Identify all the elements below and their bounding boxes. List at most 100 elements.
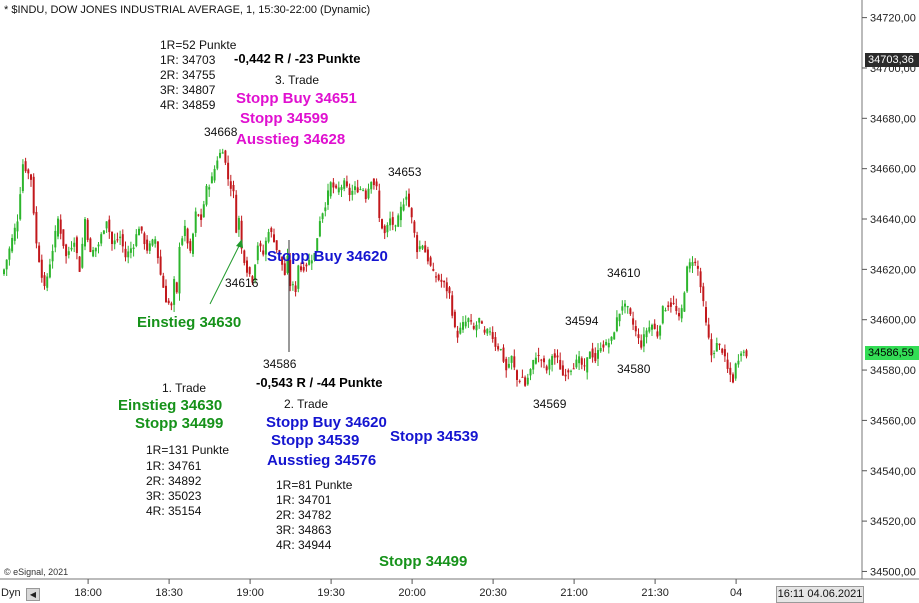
annotation-t3-result: -0,442 R / -23 Punkte [234,51,361,66]
candle [656,325,659,339]
candle [394,224,397,232]
candle [580,356,583,370]
candle [94,247,97,258]
candle [143,231,146,250]
candle-body [21,164,24,192]
price-tick-label: 34680,00 [870,113,916,125]
annotation-t3-stop: Stopp 34599 [240,110,329,127]
candle [181,235,184,247]
candle [84,216,86,251]
candle-body [46,276,49,288]
candle [570,369,572,376]
candle-body [316,238,319,252]
candle-body [54,230,57,248]
scroll-left-icon[interactable]: ◀ [26,588,40,601]
candle-body [227,162,230,180]
candle [30,173,32,187]
candle [683,291,686,312]
candle [51,244,54,269]
candle-body [305,264,308,267]
candle-body [529,368,532,376]
annotation-t1-stop: Stopp 34499 [135,415,224,432]
annotation-lvl-34594: 34594 [565,314,599,328]
candle-body [332,182,335,188]
candle-body [210,176,213,184]
candle-body [143,233,146,245]
candle [597,343,599,367]
candle-body [391,217,394,225]
annotation-t1-3r: 3R: 35023 [146,489,202,503]
annotation-lvl-34586: 34586 [263,357,297,371]
candle-body [432,268,435,271]
candle-body [127,251,130,258]
candle-body [559,359,562,370]
candle [645,327,648,344]
candle [408,188,410,208]
candle [378,183,381,223]
dyn-label: Dyn [1,587,21,599]
candle [624,299,626,314]
candle [497,343,500,352]
candle [254,263,257,284]
candle-body [270,228,273,233]
candle-body [343,180,346,189]
candle-body [543,358,545,363]
candle-body [16,221,19,232]
candle [73,237,76,253]
candle-body [686,266,689,292]
candle-body [691,262,694,266]
dyn-mode-button[interactable]: Dyn ◀ [0,585,42,603]
candle-body [588,351,591,359]
candle-body [251,276,254,283]
candle-body [94,247,97,252]
candle-body [308,259,311,265]
annotation-t2-buy: Stopp Buy 34620 [266,414,387,431]
candle-body [370,181,373,190]
candle [183,219,186,242]
candle-body [224,150,227,163]
candle-body [451,295,454,316]
candle-body [300,266,302,271]
price-tick-label: 34540,00 [870,466,916,478]
candle-body [607,342,610,348]
candle-body [289,259,292,286]
candle [397,213,400,228]
candle-body [516,370,518,380]
candle [70,241,73,252]
candle [154,236,157,248]
candle [43,271,46,290]
candle-body [397,215,400,227]
candle-body [718,343,721,346]
candle [316,238,319,252]
candle [343,177,346,192]
candle [175,281,178,294]
candle-body [381,219,383,229]
candle-body [351,190,354,195]
candle-body [448,287,451,294]
candle [602,340,605,352]
candle-body [51,250,54,262]
candle-body [48,264,51,278]
candle [583,358,586,371]
candle-body [648,327,651,332]
candle [543,355,545,369]
candle [246,256,248,277]
candle [135,229,138,248]
candle [240,215,243,254]
candle [507,357,510,369]
candle [391,211,394,231]
candle [167,298,170,305]
candle-body [489,331,491,333]
candle-body [197,214,200,216]
candle-body [291,284,294,286]
candle [575,354,578,369]
candle-body [275,240,278,250]
copyright-label: © eSignal, 2021 [4,567,69,577]
annotation-t2-3r: 3R: 34863 [276,523,332,537]
candle-body [348,187,351,196]
candle-body [183,225,186,237]
candle [678,307,680,321]
candle-body [561,365,564,376]
candle [186,227,189,249]
